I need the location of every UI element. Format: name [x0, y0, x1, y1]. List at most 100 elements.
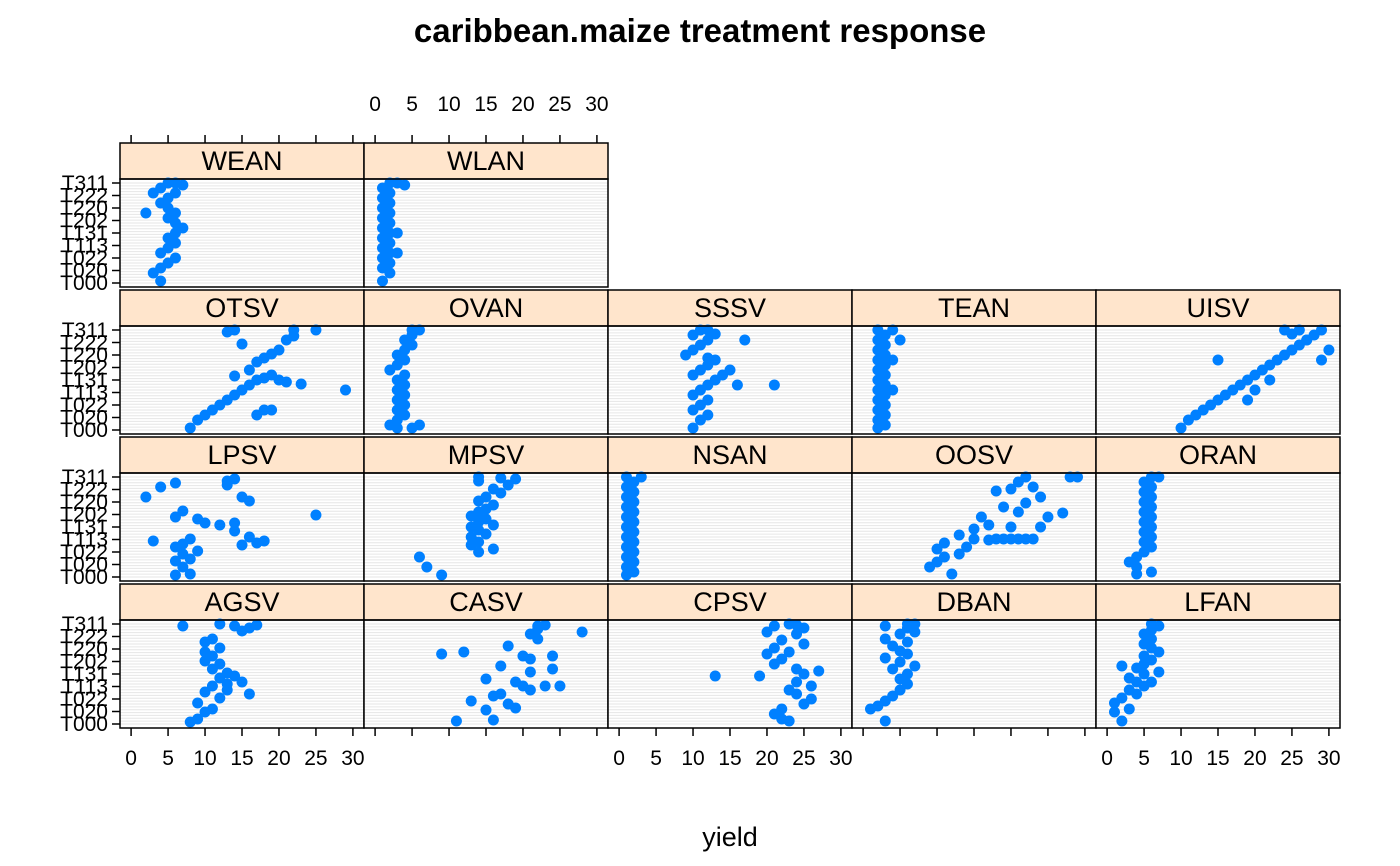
data-point: [1242, 394, 1254, 406]
panel-strip-label: WLAN: [447, 146, 525, 176]
data-point: [1301, 334, 1313, 346]
x-tick-label: 20: [755, 747, 778, 770]
data-point: [894, 628, 906, 640]
x-tick-label: 15: [718, 747, 741, 770]
data-point: [192, 713, 204, 725]
panel-ovan: OVAN: [363, 289, 609, 435]
data-point: [887, 663, 899, 675]
data-point: [1116, 692, 1128, 704]
data-point: [1020, 497, 1032, 509]
data-point: [236, 676, 248, 688]
data-point: [990, 485, 1002, 497]
data-point: [229, 370, 241, 382]
data-point: [813, 665, 825, 677]
data-point: [776, 653, 788, 665]
data-point: [221, 475, 233, 487]
data-point: [147, 187, 159, 199]
data-point: [214, 519, 226, 531]
data-point: [983, 519, 995, 531]
data-point: [709, 670, 721, 682]
y-tick-label: T020: [60, 260, 108, 283]
y-tick-label: T311: [62, 466, 108, 489]
data-point: [872, 324, 884, 336]
panel-strip-label: AGSV: [204, 587, 279, 617]
data-point: [391, 247, 403, 259]
data-point: [236, 539, 248, 551]
data-point: [702, 352, 714, 364]
panel-strip-label: UISV: [1186, 293, 1249, 323]
y-tick-label: T220: [60, 344, 108, 367]
x-tick-label: 5: [406, 93, 418, 116]
data-point: [1005, 521, 1017, 533]
panel-strip: [607, 289, 853, 327]
data-point: [480, 704, 492, 716]
data-point: [887, 384, 899, 396]
panel-group: AGSV CASV CPSV DBAN LFAN LPSV MPSV NSAN OOSV ORAN…: [119, 142, 1341, 729]
panel-cpsv: CPSV: [607, 583, 853, 729]
panel-strip: [1095, 583, 1341, 621]
panel-strip: [1095, 289, 1341, 327]
data-point: [909, 660, 921, 672]
data-point: [184, 533, 196, 545]
data-point: [206, 703, 218, 715]
y-tick-label: T220: [60, 197, 108, 220]
data-point: [450, 715, 462, 727]
panel-strip-label: MPSV: [448, 440, 525, 470]
data-point: [805, 693, 817, 705]
data-point: [206, 680, 218, 692]
panel-agsv: AGSV: [119, 583, 365, 729]
data-point: [783, 684, 795, 696]
data-point: [310, 509, 322, 521]
data-point: [791, 628, 803, 640]
x-tick-label: 30: [829, 747, 852, 770]
data-point: [768, 642, 780, 654]
data-point: [243, 364, 255, 376]
y-tick-label: T202: [60, 357, 108, 380]
data-point: [177, 179, 189, 191]
data-point: [273, 344, 285, 356]
data-point: [169, 252, 181, 264]
y-tick-label: T022: [60, 541, 108, 564]
data-point: [879, 652, 891, 664]
data-point: [1027, 481, 1039, 493]
panel-strip-label: CPSV: [693, 587, 767, 617]
data-point: [1249, 384, 1261, 396]
data-point: [1145, 618, 1157, 630]
data-point: [406, 324, 418, 336]
data-point: [946, 568, 958, 580]
x-tick-label: 25: [792, 747, 815, 770]
data-point: [487, 483, 499, 495]
y-tick-label: T311: [62, 319, 108, 342]
chart-title: caribbean.maize treatment response: [414, 12, 986, 49]
panel-border: [363, 178, 609, 288]
data-point: [1072, 471, 1084, 483]
data-point: [968, 533, 980, 545]
x-tick-label: 5: [162, 747, 174, 770]
data-point: [1153, 666, 1165, 678]
data-point: [1153, 471, 1165, 483]
data-point: [901, 636, 913, 648]
panel-strip-label: LFAN: [1184, 587, 1252, 617]
data-point: [731, 379, 743, 391]
x-tick-label: 30: [585, 93, 608, 116]
y-tick-label: T202: [60, 504, 108, 527]
panel-oran: ORAN: [1095, 436, 1341, 582]
panel-sssv: SSSV: [607, 289, 853, 435]
data-point: [524, 666, 536, 678]
y-tick-label: T222: [60, 479, 108, 502]
data-point: [1035, 491, 1047, 503]
data-point: [761, 626, 773, 638]
data-point: [177, 548, 189, 560]
data-point: [754, 670, 766, 682]
data-point: [975, 511, 987, 523]
data-point: [791, 676, 803, 688]
panel-wlan: WLAN: [363, 142, 609, 288]
x-tick-label: 5: [1138, 747, 1150, 770]
y-tick-label: T222: [60, 626, 108, 649]
data-point: [221, 667, 233, 679]
data-point: [140, 491, 152, 503]
data-point: [776, 703, 788, 715]
data-point: [391, 227, 403, 239]
data-point: [155, 481, 167, 493]
panel-strip-label: SSSV: [694, 293, 766, 323]
